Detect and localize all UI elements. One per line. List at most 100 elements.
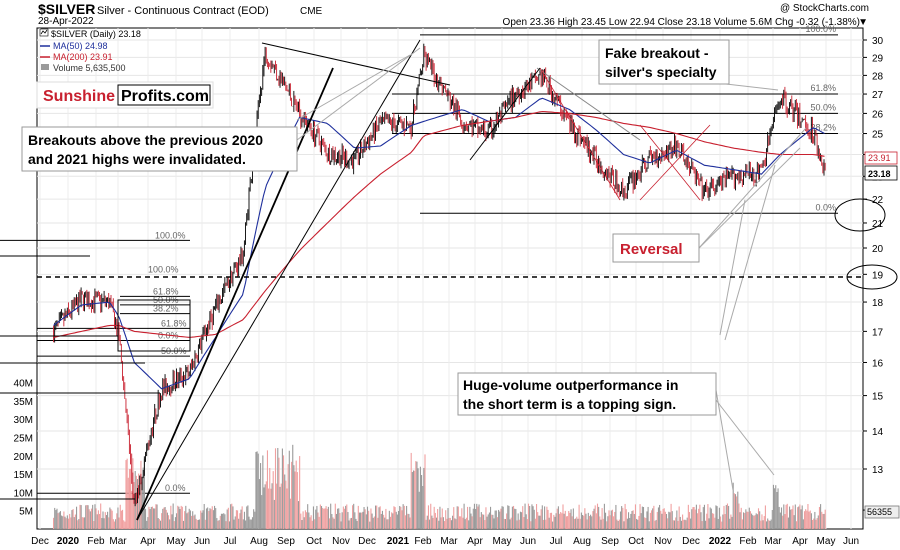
volume-bar bbox=[513, 505, 515, 529]
volume-bar bbox=[258, 479, 260, 529]
volume-bar bbox=[652, 508, 654, 529]
volume-bar bbox=[203, 503, 205, 529]
volume-bar bbox=[766, 521, 768, 529]
volume-bar bbox=[191, 515, 193, 529]
volume-bar bbox=[545, 519, 547, 529]
volume-bar bbox=[601, 508, 603, 529]
volume-bar bbox=[296, 472, 298, 529]
volume-bar bbox=[182, 520, 185, 529]
volume-bar bbox=[401, 510, 403, 529]
volume-bar bbox=[140, 460, 142, 529]
volume-bar bbox=[256, 451, 258, 529]
time-tick-label: 2022 bbox=[709, 536, 732, 547]
volume-bar bbox=[490, 506, 492, 529]
fib-label-left: 61.8% bbox=[153, 286, 179, 296]
volume-bar bbox=[603, 503, 605, 529]
change-down-icon: ▼ bbox=[858, 17, 868, 28]
volume-bar bbox=[495, 510, 497, 529]
volume-bar bbox=[371, 513, 373, 529]
volume-bar bbox=[776, 491, 778, 529]
pointer-line-volume-2 bbox=[715, 399, 775, 476]
volume-bar bbox=[664, 511, 666, 529]
volume-bar bbox=[502, 506, 504, 529]
pointer-line-reversal bbox=[698, 127, 807, 249]
volume-bar bbox=[53, 517, 55, 529]
volume-bar bbox=[554, 516, 556, 529]
volume-bar bbox=[102, 511, 104, 529]
volume-bar bbox=[741, 519, 743, 529]
huge-volume-text-line-2: the short term is a topping sign. bbox=[463, 396, 676, 412]
volume-bar bbox=[736, 496, 738, 529]
volume-tick-label: 20M bbox=[14, 452, 33, 463]
volume-bar bbox=[231, 503, 233, 529]
volume-bar bbox=[411, 472, 413, 529]
volume-bar bbox=[644, 517, 646, 529]
volume-bar bbox=[571, 516, 573, 529]
fib-label-right: 100.0% bbox=[805, 24, 836, 34]
volume-bar bbox=[626, 518, 628, 529]
volume-bar bbox=[208, 511, 210, 529]
volume-bar bbox=[207, 507, 209, 529]
volume-bar bbox=[523, 517, 525, 529]
volume-bar bbox=[211, 506, 213, 529]
volume-bar bbox=[224, 514, 226, 529]
volume-bar bbox=[707, 504, 709, 529]
volume-bar bbox=[133, 482, 135, 529]
ma200-tag: 23.91 bbox=[868, 153, 891, 163]
volume-bar bbox=[737, 491, 739, 529]
volume-bar bbox=[187, 512, 189, 529]
volume-bar bbox=[361, 512, 363, 529]
volume-bar bbox=[769, 520, 771, 529]
volume-bar bbox=[492, 514, 494, 529]
volume-bar bbox=[753, 515, 755, 529]
volume-bar bbox=[178, 506, 180, 529]
volume-bar bbox=[115, 519, 117, 529]
time-tick-label: Jul bbox=[224, 536, 237, 547]
volume-bar bbox=[480, 512, 482, 529]
volume-bar bbox=[488, 512, 490, 529]
volume-bar bbox=[553, 514, 555, 529]
volume-bar bbox=[507, 505, 509, 529]
volume-bar bbox=[148, 506, 150, 529]
volume-bar bbox=[228, 521, 231, 529]
volume-bar bbox=[508, 505, 510, 529]
price-tick-label: 27 bbox=[872, 90, 884, 101]
volume-bar bbox=[315, 509, 317, 529]
volume-bar bbox=[164, 506, 166, 529]
last-close-tag: 23.18 bbox=[868, 169, 891, 179]
volume-bar bbox=[579, 518, 581, 529]
volume-bar bbox=[154, 508, 156, 529]
volume-bar bbox=[768, 520, 770, 529]
volume-bar bbox=[578, 504, 580, 529]
volume-bar bbox=[80, 505, 82, 529]
price-tick-label: 28 bbox=[872, 71, 884, 82]
volume-bar bbox=[555, 513, 557, 529]
volume-bar bbox=[519, 511, 521, 529]
volume-bar bbox=[580, 512, 582, 529]
volume-bar bbox=[253, 509, 255, 529]
volume-bar bbox=[749, 511, 751, 529]
volume-bar bbox=[793, 515, 795, 529]
volume-bar bbox=[122, 509, 124, 529]
volume-bar bbox=[717, 518, 719, 529]
volume-bar bbox=[590, 514, 592, 529]
volume-bar bbox=[724, 514, 726, 529]
volume-bar bbox=[544, 506, 546, 529]
volume-bar bbox=[710, 508, 712, 529]
volume-bar bbox=[645, 517, 647, 529]
volume-bar bbox=[708, 518, 710, 529]
volume-bar bbox=[705, 520, 707, 529]
price-tick-label: 29 bbox=[872, 53, 884, 64]
volume-bar bbox=[810, 513, 812, 529]
volume-bar bbox=[739, 512, 741, 529]
volume-bar bbox=[510, 517, 512, 529]
volume-bar bbox=[630, 513, 632, 529]
volume-bar bbox=[621, 506, 623, 529]
price-tick-label: 17 bbox=[872, 327, 884, 338]
price-tick-label: 30 bbox=[872, 36, 884, 47]
volume-bar bbox=[193, 515, 195, 529]
volume-bar bbox=[720, 516, 722, 529]
volume-bar bbox=[817, 515, 819, 529]
volume-bar bbox=[150, 506, 152, 529]
